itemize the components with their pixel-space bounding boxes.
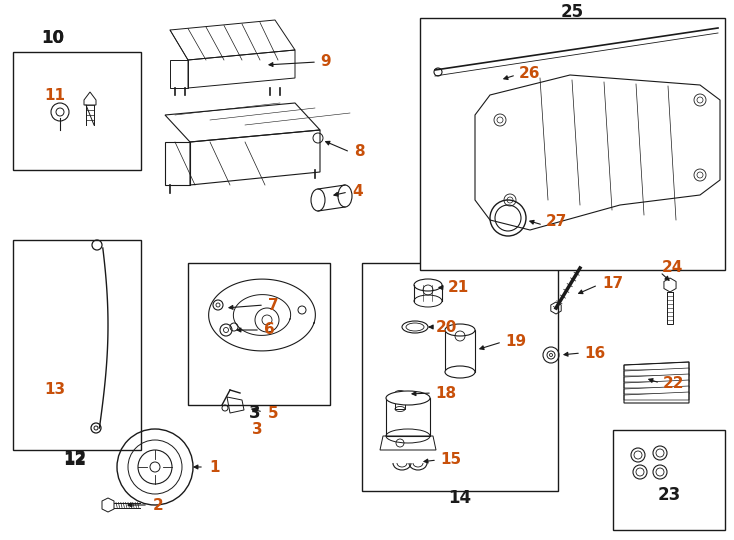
Text: 10: 10 bbox=[42, 29, 65, 47]
Bar bbox=[13, 52, 141, 170]
Text: 19: 19 bbox=[505, 334, 526, 349]
Polygon shape bbox=[624, 374, 689, 382]
Bar bbox=[667, 292, 673, 324]
Ellipse shape bbox=[445, 324, 475, 336]
Text: 14: 14 bbox=[448, 489, 471, 507]
Text: 3: 3 bbox=[249, 404, 261, 422]
Polygon shape bbox=[624, 380, 689, 388]
Polygon shape bbox=[624, 362, 689, 370]
Text: 12: 12 bbox=[63, 449, 87, 467]
Text: 8: 8 bbox=[354, 145, 365, 159]
Bar bbox=[445, 330, 475, 372]
Polygon shape bbox=[624, 386, 689, 394]
Text: 22: 22 bbox=[663, 375, 685, 390]
Text: 13: 13 bbox=[44, 382, 65, 397]
Bar bbox=[386, 398, 430, 436]
Text: 18: 18 bbox=[435, 386, 456, 401]
Text: 4: 4 bbox=[352, 185, 363, 199]
Bar bbox=[362, 263, 558, 491]
Text: 26: 26 bbox=[519, 65, 540, 80]
Text: 12: 12 bbox=[63, 451, 87, 469]
Text: 25: 25 bbox=[561, 3, 584, 21]
Polygon shape bbox=[624, 368, 689, 376]
Text: 15: 15 bbox=[440, 453, 461, 468]
Bar bbox=[188, 263, 330, 405]
Bar bbox=[613, 430, 725, 530]
Text: 17: 17 bbox=[602, 275, 623, 291]
Text: 7: 7 bbox=[268, 298, 279, 313]
Text: 6: 6 bbox=[264, 322, 275, 338]
Text: 20: 20 bbox=[436, 320, 457, 334]
Text: 3: 3 bbox=[252, 422, 263, 437]
Polygon shape bbox=[624, 392, 689, 400]
Text: 5: 5 bbox=[268, 406, 279, 421]
Text: 27: 27 bbox=[546, 214, 567, 230]
Bar bbox=[395, 393, 405, 409]
Text: 1: 1 bbox=[209, 460, 219, 475]
Text: 10: 10 bbox=[42, 29, 65, 47]
Bar bbox=[420, 18, 725, 270]
Text: 24: 24 bbox=[662, 260, 683, 275]
Text: 11: 11 bbox=[44, 87, 65, 103]
Text: 2: 2 bbox=[153, 497, 164, 512]
Text: 9: 9 bbox=[320, 55, 330, 70]
Text: 16: 16 bbox=[584, 346, 606, 361]
Text: 23: 23 bbox=[658, 486, 680, 504]
Ellipse shape bbox=[445, 366, 475, 378]
Ellipse shape bbox=[386, 391, 430, 405]
Text: 21: 21 bbox=[448, 280, 469, 294]
Bar bbox=[13, 240, 141, 450]
